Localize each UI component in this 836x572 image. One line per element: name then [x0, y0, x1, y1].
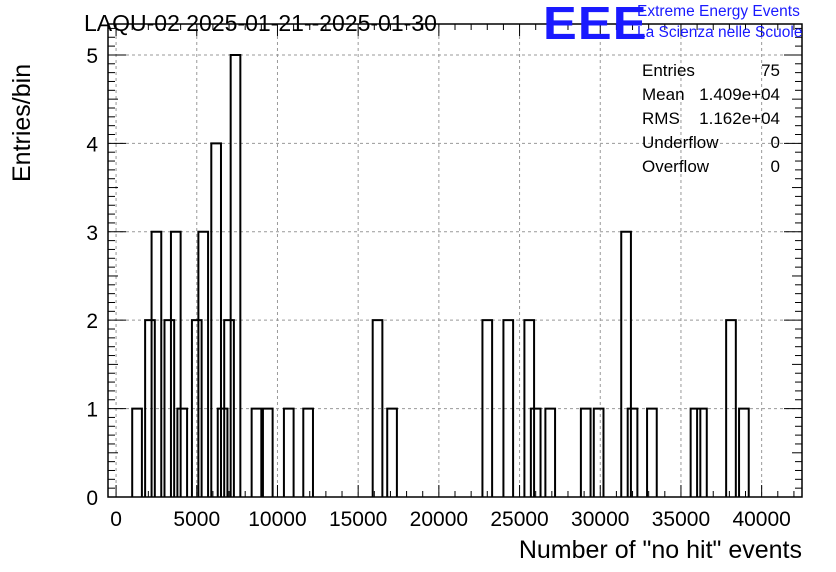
- histogram-bin: [545, 409, 555, 497]
- stats-label: Entries: [642, 61, 695, 80]
- x-tick-label: 40000: [732, 508, 790, 531]
- x-tick-label: 20000: [410, 508, 468, 531]
- stats-box: Entries 75 Mean 1.409e+04 RMS 1.162e+04 …: [642, 59, 780, 179]
- logo-line-2: La Scienza nelle Scuole: [637, 24, 803, 41]
- x-tick-label: 10000: [248, 508, 306, 531]
- stats-label: RMS: [642, 109, 680, 128]
- y-axis-label: Entries/bin: [8, 63, 36, 182]
- stats-value: 1.409e+04: [699, 85, 780, 104]
- y-tick-label: 5: [86, 45, 98, 68]
- histogram-bin: [594, 409, 604, 497]
- chart-title: LAQU-02 2025-01-21--2025-01-30: [84, 10, 437, 36]
- histogram-bin: [739, 409, 749, 497]
- y-tick-label: 3: [86, 222, 98, 245]
- stats-label: Underflow: [642, 133, 719, 152]
- x-tick-label: 15000: [329, 508, 387, 531]
- histogram-bin: [284, 409, 294, 497]
- x-axis-label: Number of "no hit" events: [518, 536, 802, 564]
- histogram-bin: [132, 409, 142, 497]
- y-tick-label: 4: [86, 133, 98, 156]
- stats-row-rms: RMS 1.162e+04: [642, 107, 780, 131]
- histogram-bin: [252, 409, 262, 497]
- stats-row-underflow: Underflow 0: [642, 131, 780, 155]
- stats-value: 0: [770, 133, 780, 152]
- y-tick-label: 0: [86, 487, 98, 510]
- histogram-bin: [231, 55, 241, 497]
- y-tick-label: 1: [86, 399, 98, 422]
- x-tick-label: 5000: [173, 508, 220, 531]
- histogram-bin: [198, 232, 208, 497]
- stats-row-entries: Entries 75: [642, 59, 780, 83]
- x-tick-label: 0: [110, 508, 122, 531]
- stats-label: Overflow: [642, 157, 710, 176]
- x-tick-label: 25000: [490, 508, 548, 531]
- histogram-bin: [218, 409, 228, 497]
- histogram-bin: [581, 409, 591, 497]
- histogram-bin: [628, 409, 638, 497]
- histogram-outline: [131, 53, 750, 497]
- histogram-bin: [263, 409, 273, 497]
- histogram-bin: [531, 409, 541, 497]
- histogram-bin: [177, 409, 187, 497]
- y-tick-label: 2: [86, 310, 98, 333]
- stats-value: 1.162e+04: [699, 109, 780, 128]
- histogram-bin: [303, 409, 313, 497]
- stats-row-overflow: Overflow 0: [642, 155, 780, 179]
- histogram-bin: [152, 232, 162, 497]
- histogram-bin: [387, 409, 397, 497]
- logo-line-1: Extreme Energy Events: [637, 3, 800, 20]
- eee-logo: EEE: [543, 0, 648, 49]
- stats-value: 0: [770, 157, 780, 176]
- x-tick-label: 35000: [652, 508, 710, 531]
- stats-value: 75: [761, 61, 780, 80]
- histogram-bin: [171, 232, 181, 497]
- stats-row-mean: Mean 1.409e+04: [642, 83, 780, 107]
- stats-label: Mean: [642, 85, 685, 104]
- histogram-bin: [691, 409, 701, 497]
- histogram-bin: [697, 409, 707, 497]
- x-tick-label: 30000: [571, 508, 629, 531]
- histogram-bin: [647, 409, 657, 497]
- histogram-bin: [621, 232, 631, 497]
